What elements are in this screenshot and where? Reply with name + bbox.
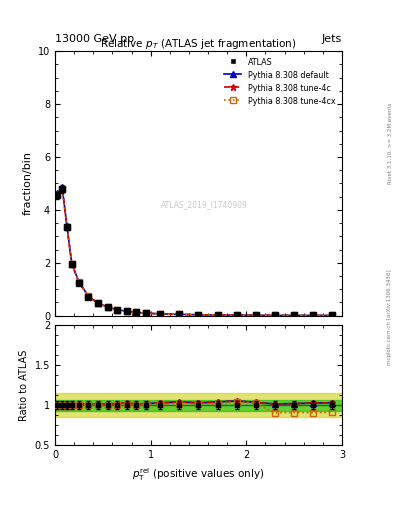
Legend: ATLAS, Pythia 8.308 default, Pythia 8.308 tune-4c, Pythia 8.308 tune-4cx: ATLAS, Pythia 8.308 default, Pythia 8.30… [221, 55, 338, 108]
Text: Jets: Jets [321, 33, 342, 44]
Text: Rivet 3.1.10, >= 3.2M events: Rivet 3.1.10, >= 3.2M events [387, 103, 392, 184]
X-axis label: $p_{\mathrm{T}}^{\mathrm{rel}}$ (positive values only): $p_{\mathrm{T}}^{\mathrm{rel}}$ (positiv… [132, 466, 264, 483]
Text: ATLAS_2019_I1740909: ATLAS_2019_I1740909 [161, 200, 248, 209]
Y-axis label: Ratio to ATLAS: Ratio to ATLAS [19, 350, 29, 421]
Text: 13000 GeV pp: 13000 GeV pp [55, 33, 134, 44]
Title: Relative $p_T$ (ATLAS jet fragmentation): Relative $p_T$ (ATLAS jet fragmentation) [100, 37, 297, 51]
Y-axis label: fraction/bin: fraction/bin [22, 152, 32, 216]
Bar [55, 400, 342, 411]
Text: mcplots.cern.ch [arXiv:1306.3436]: mcplots.cern.ch [arXiv:1306.3436] [387, 270, 392, 365]
Bar [55, 393, 342, 417]
